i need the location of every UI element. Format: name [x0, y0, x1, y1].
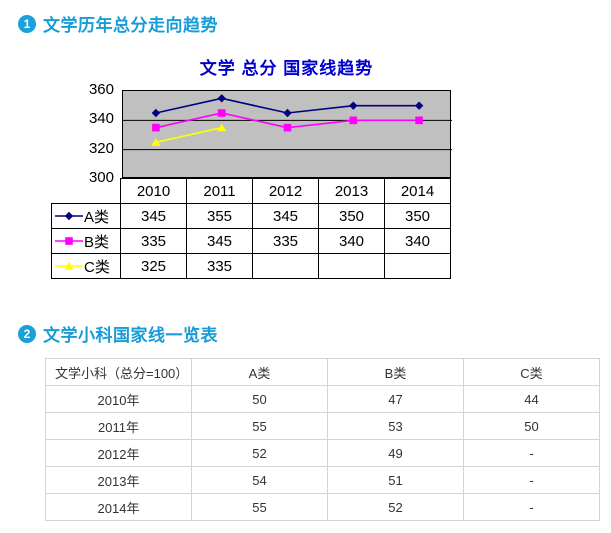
series-value-cell: 325 — [120, 253, 187, 279]
C类-series-legend-icon — [55, 261, 83, 270]
subject-table-cell: - — [463, 439, 600, 467]
series-value-cell — [318, 253, 385, 279]
subject-table-header-cell: 文学小科（总分=100） — [45, 358, 192, 386]
trend-chart-plot — [122, 90, 452, 178]
y-axis-tick-label: 360 — [88, 81, 114, 98]
section-1-header: 1 文学历年总分走向趋势 — [18, 11, 218, 36]
section-1-number-badge-icon: 1 — [18, 14, 36, 33]
chart-table-series-row: C类 325 335 — [51, 253, 451, 279]
year-header-cell: 2013 — [318, 178, 385, 204]
subject-table-header-cell: A类 — [191, 358, 328, 386]
series-value-cell: 340 — [384, 228, 451, 254]
subject-table-cell: 50 — [463, 412, 600, 440]
series-value-cell — [384, 253, 451, 279]
subject-table-row: 2011年 55 53 50 — [45, 412, 600, 440]
subject-table-cell: 2014年 — [45, 493, 192, 521]
section-2-header: 2 文学小科国家线一览表 — [18, 321, 218, 346]
series-value-cell: 335 — [120, 228, 187, 254]
series-value-cell: 345 — [252, 203, 319, 229]
series-value-cell: 350 — [384, 203, 451, 229]
year-header-cell: 2012 — [252, 178, 319, 204]
series-value-cell: 345 — [120, 203, 187, 229]
series-value-cell — [252, 253, 319, 279]
subject-table-cell: 52 — [327, 493, 464, 521]
subject-table-cell: 53 — [327, 412, 464, 440]
subject-table-row: 2010年 50 47 44 — [45, 385, 600, 413]
subject-table-cell: - — [463, 493, 600, 521]
B类-series-legend-icon — [55, 236, 83, 245]
series-legend-cell: B类 — [51, 228, 121, 254]
subject-table-cell: 52 — [191, 439, 328, 467]
subject-table-cell: 49 — [327, 439, 464, 467]
chart-title: 文学 总分 国家线趋势 — [199, 59, 374, 78]
subject-table-cell: 2010年 — [45, 385, 192, 413]
chart-table-corner-cell — [52, 179, 121, 204]
subject-table-cell: 50 — [191, 385, 328, 413]
subject-table-cell: 55 — [191, 493, 328, 521]
subject-table-cell: 54 — [191, 466, 328, 494]
subject-table-cell: 47 — [327, 385, 464, 413]
section-1-title: 文学历年总分走向趋势 — [43, 16, 218, 35]
section-2-title: 文学小科国家线一览表 — [43, 326, 218, 345]
subject-table-cell: 2011年 — [45, 412, 192, 440]
series-value-cell: 335 — [252, 228, 319, 254]
subject-table-header-row: 文学小科（总分=100） A类 B类 C类 — [45, 358, 600, 386]
subject-table-row: 2013年 54 51- — [45, 466, 600, 494]
subject-table-row: 2012年 52 49- — [45, 439, 600, 467]
subject-table-header-cell: B类 — [327, 358, 464, 386]
chart-table-year-row: 2010 2011 2012 2013 2014 — [52, 178, 451, 204]
y-axis-tick-label: 340 — [88, 110, 114, 128]
section-2-number-badge-icon: 2 — [18, 324, 36, 343]
year-header-cell: 2011 — [186, 178, 253, 204]
subject-table-cell: 51 — [327, 466, 464, 494]
series-value-cell: 355 — [186, 203, 253, 229]
subject-table-cell: 2013年 — [45, 466, 192, 494]
series-value-cell: 335 — [186, 253, 253, 279]
A类-series-legend-icon — [55, 211, 83, 220]
subject-table-row: 2014年 55 52- — [45, 493, 600, 521]
y-axis-tick-label: 320 — [88, 139, 114, 157]
series-legend-cell: C类 — [51, 253, 121, 279]
chart-table-series-row: B类 335 345 335 340 340 — [51, 228, 451, 254]
chart-data-table: 2010 2011 2012 2013 2014 A类 345 355 345 350 350 B类 3… — [51, 178, 451, 279]
series-value-cell: 350 — [318, 203, 385, 229]
subject-table-cell: - — [463, 466, 600, 494]
subject-table-cell: 55 — [191, 412, 328, 440]
year-header-cell: 2014 — [384, 178, 451, 204]
subject-table-cell: 44 — [463, 385, 600, 413]
subject-scores-table: 文学小科（总分=100） A类 B类 C类 2010年 50 47 44 2011年 55 53 50… — [45, 358, 600, 521]
series-legend-cell: A类 — [51, 203, 121, 229]
year-header-cell: 2010 — [120, 178, 187, 204]
chart-table-series-row: A类 345 355 345 350 350 — [51, 203, 451, 229]
y-axis-tick-label: 300 — [88, 169, 114, 186]
series-value-cell: 340 — [318, 228, 385, 254]
subject-table-cell: 2012年 — [45, 439, 192, 467]
series-value-cell: 345 — [186, 228, 253, 254]
subject-table-header-cell: C类 — [463, 358, 600, 386]
